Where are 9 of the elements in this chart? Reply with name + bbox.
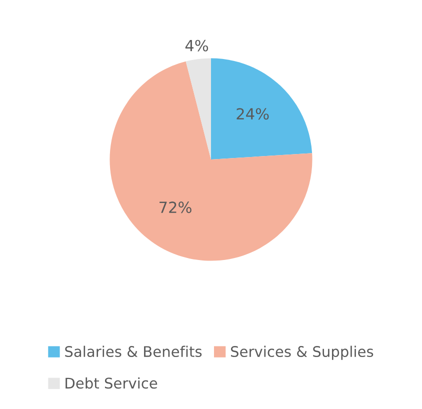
data-label: 4% bbox=[185, 40, 208, 52]
legend-label: Services & Supplies bbox=[230, 346, 374, 360]
pie-slice bbox=[186, 58, 211, 160]
pie-slice bbox=[211, 58, 312, 160]
legend-label: Salaries & Benefits bbox=[65, 346, 202, 358]
legend-label: Debt Service bbox=[66, 377, 158, 389]
data-label: 24% bbox=[236, 108, 269, 120]
data-label: 72% bbox=[160, 202, 192, 214]
pie-slice bbox=[110, 61, 312, 261]
